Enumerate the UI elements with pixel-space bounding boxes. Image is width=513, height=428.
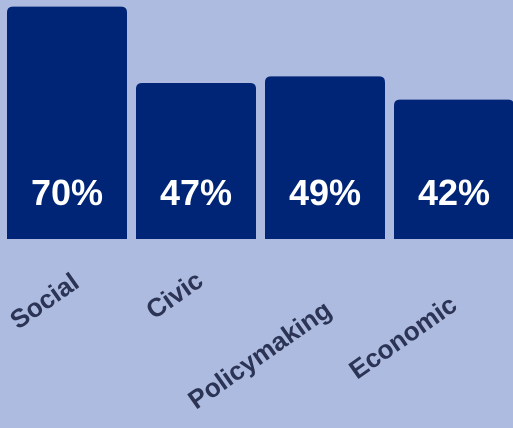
bar-civic	[136, 82, 256, 239]
bar-value-label: 49%	[289, 172, 361, 213]
bar-policymaking	[265, 76, 385, 239]
bar-value-label: 42%	[418, 172, 490, 213]
bar-value-label: 47%	[160, 172, 232, 213]
bar-value-label: 70%	[31, 172, 103, 213]
bar-social	[7, 6, 127, 240]
value-labels-group: 70% 47% 49% 42%	[31, 172, 490, 213]
bar-economic	[394, 99, 513, 239]
bars-group	[7, 6, 513, 240]
